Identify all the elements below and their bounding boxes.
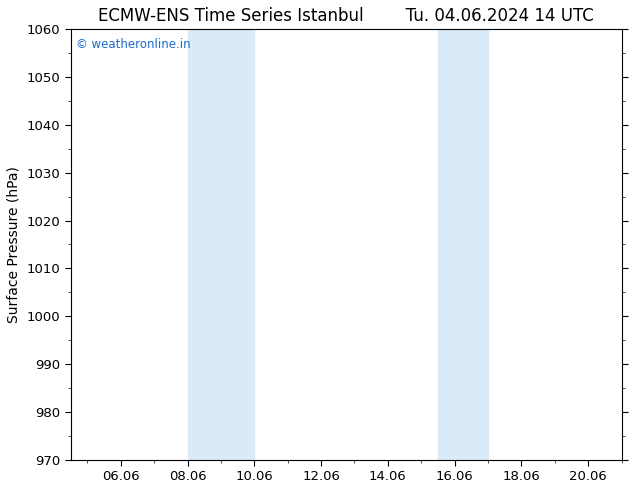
Y-axis label: Surface Pressure (hPa): Surface Pressure (hPa) (7, 166, 21, 323)
Text: © weatheronline.in: © weatheronline.in (76, 38, 191, 51)
Bar (438, 29, 488, 460)
Title: ECMW-ENS Time Series Istanbul        Tu. 04.06.2024 14 UTC: ECMW-ENS Time Series Istanbul Tu. 04.06.… (98, 7, 594, 25)
Bar (188, 29, 254, 460)
